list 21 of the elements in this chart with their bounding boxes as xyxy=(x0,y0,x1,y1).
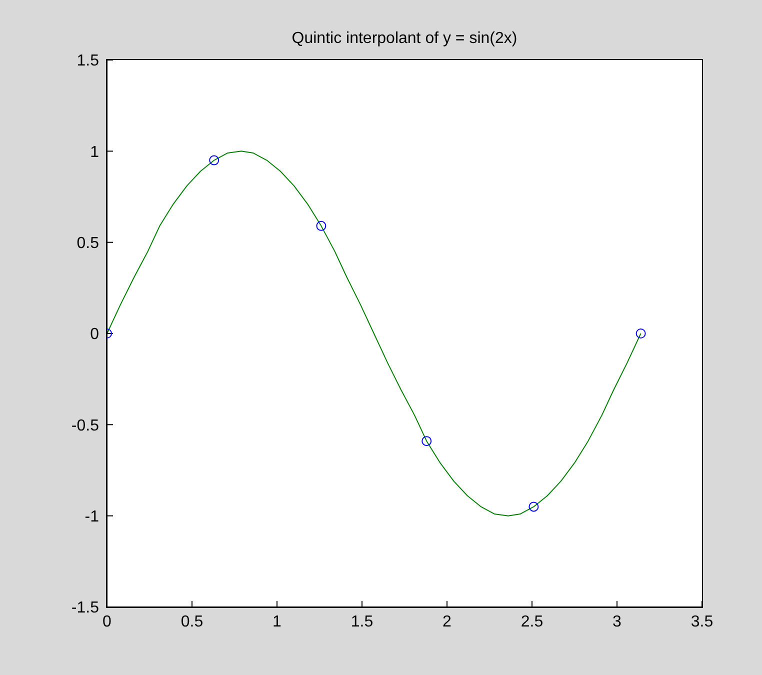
x-tick-label: 2 xyxy=(442,613,452,630)
point xyxy=(422,436,432,446)
point xyxy=(316,220,326,231)
y-tick-label: -1 xyxy=(84,508,100,526)
x-tick-label: 0.5 xyxy=(180,613,204,630)
point xyxy=(209,155,220,166)
x-tick-label: 1 xyxy=(272,613,282,630)
y-tick-label: 1.5 xyxy=(76,52,100,70)
y-tick-label: -1.5 xyxy=(71,600,100,617)
y-tick-label: 0.5 xyxy=(76,235,100,252)
y-tick-label: 0 xyxy=(90,326,100,344)
point xyxy=(636,328,646,338)
x-tick-label: 0 xyxy=(102,613,112,630)
chart-title: Quintic interpolant of y = sin(2x) xyxy=(290,30,518,48)
x-tick-label: 1.5 xyxy=(350,613,374,630)
x-tick-label: 2.5 xyxy=(520,613,544,630)
y-tick-label: -0.5 xyxy=(71,417,100,434)
x-tick-label: 3.5 xyxy=(690,613,714,630)
point xyxy=(528,502,539,512)
x-tick-label: 3 xyxy=(612,613,622,630)
y-tick-label: 1 xyxy=(90,144,100,161)
